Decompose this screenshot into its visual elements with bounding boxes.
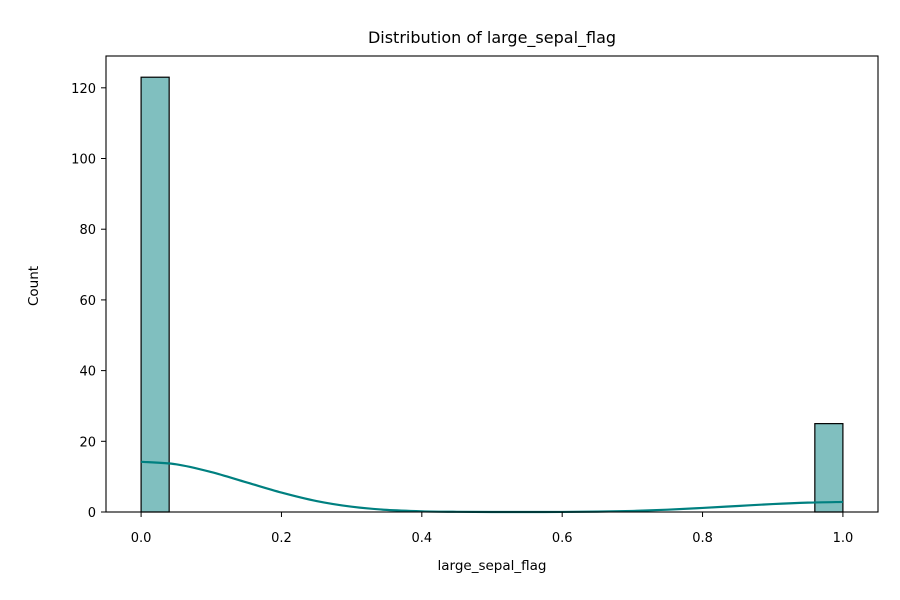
histogram-bar-0 (140, 76, 170, 513)
x-tick-label-4: 0.8 (692, 531, 713, 546)
y-tick-label-0: 0 (88, 506, 96, 521)
x-tick-label-0: 0.0 (131, 531, 152, 546)
histogram-bar-1 (814, 423, 844, 513)
x-tick-label-2: 0.4 (411, 531, 432, 546)
x-tick-label-3: 0.6 (552, 531, 573, 546)
x-tick-label-1: 0.2 (271, 531, 292, 546)
plot-frame (105, 55, 879, 513)
y-tick-label-4: 80 (79, 223, 96, 238)
y-tick-label-6: 120 (71, 82, 96, 97)
x-tick-label-5: 1.0 (833, 531, 854, 546)
x-axis-label: large_sepal_flag (438, 558, 547, 574)
y-tick-label-2: 40 (79, 365, 96, 380)
y-axis-label: Count (26, 266, 42, 306)
y-tick-label-1: 20 (79, 435, 96, 450)
kde-curve (141, 460, 843, 514)
y-tick-label-5: 100 (71, 153, 96, 168)
chart-title: Distribution of large_sepal_flag (368, 28, 616, 48)
y-tick-label-3: 60 (79, 294, 96, 309)
